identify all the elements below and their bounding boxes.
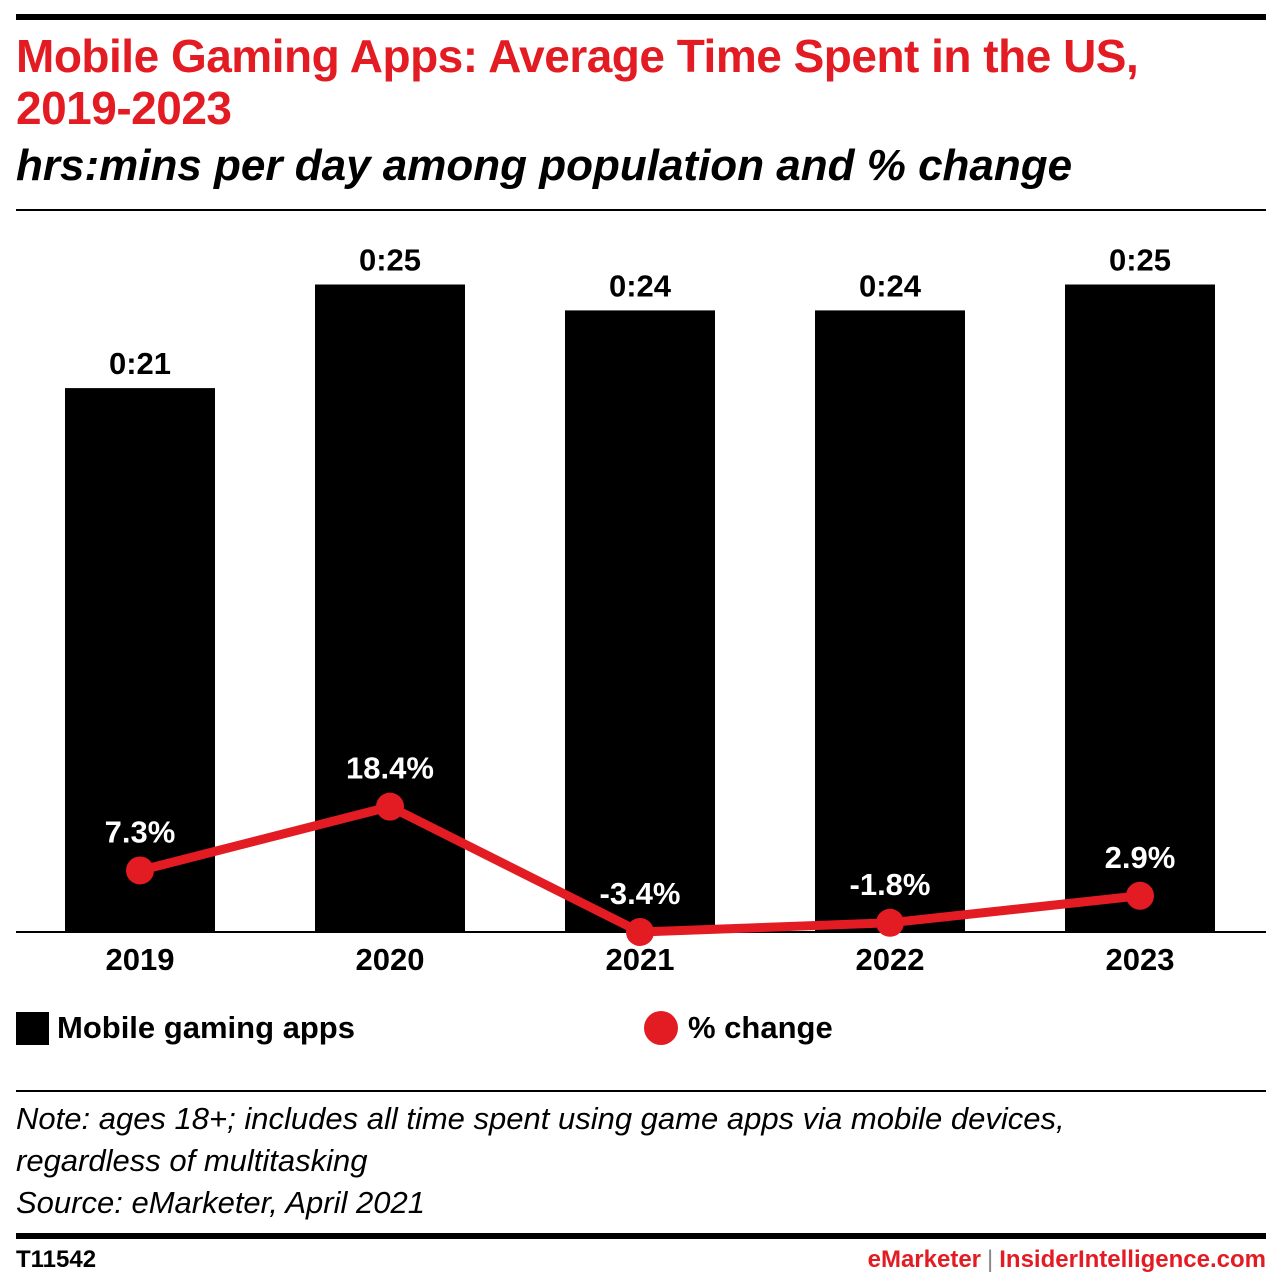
legend-bar-label: Mobile gaming apps (57, 1010, 355, 1045)
pct-point-2022 (876, 908, 904, 937)
source-line: Source: eMarketer, April 2021 (16, 1185, 425, 1220)
note-line-1: Note: ages 18+; includes all time spent … (16, 1101, 1065, 1136)
x-tick-label-2022: 2022 (856, 942, 925, 977)
pct-point-2021 (626, 918, 654, 946)
legend-item-bar: Mobile gaming apps (16, 1010, 355, 1046)
bottom-rule (16, 1233, 1266, 1239)
bar-value-label-2022: 0:24 (859, 268, 922, 303)
x-tick-label-2021: 2021 (606, 942, 675, 977)
pct-point-2019 (126, 856, 154, 885)
chart-title: Mobile Gaming Apps: Average Time Spent i… (16, 30, 1139, 134)
bar-2020 (315, 284, 465, 932)
legend-line-swatch (644, 1011, 678, 1045)
chart-area: 0:21 2019 0:25 2020 0:24 2021 0:24 2022 0:25 2023… (16, 243, 1266, 977)
legend-bar-swatch (16, 1011, 49, 1045)
brand-emarketer: eMarketer (867, 1246, 982, 1273)
legend-item-line: % change (644, 1010, 833, 1046)
pct-label-2020: 18.4% (346, 751, 434, 786)
pct-label-2021: -3.4% (600, 876, 681, 911)
brand-insider-intelligence: InsiderIntelligence.com (999, 1246, 1266, 1273)
bar-2023 (1065, 284, 1215, 932)
bar-value-label-2023: 0:25 (1109, 243, 1171, 278)
bar-2019 (65, 388, 215, 933)
x-tick-label-2020: 2020 (356, 942, 425, 977)
top-rule (16, 14, 1266, 20)
notes-rule (16, 1090, 1266, 1092)
pct-point-2020 (376, 792, 404, 821)
chart-id: T11542 (16, 1246, 97, 1273)
bar-value-label-2019: 0:21 (109, 346, 171, 381)
pct-label-2019: 7.3% (105, 814, 176, 849)
brand-separator: | (987, 1246, 994, 1273)
x-tick-label-2023: 2023 (1106, 942, 1175, 977)
legend-line-label: % change (688, 1010, 833, 1045)
pct-point-2023 (1126, 881, 1154, 910)
legend: Mobile gaming apps % change (16, 1010, 1266, 1056)
pct-label-2022: -1.8% (850, 867, 931, 902)
chart-subtitle: hrs:mins per day among population and % … (16, 141, 1073, 190)
bar-value-label-2020: 0:25 (359, 243, 421, 278)
bar-2022 (815, 310, 965, 932)
footer-brand: eMarketer | InsiderIntelligence.com (868, 1246, 1266, 1274)
subtitle-rule (16, 209, 1266, 211)
note-line-2: regardless of multitasking (16, 1143, 368, 1178)
bar-2021 (565, 310, 715, 932)
x-tick-label-2019: 2019 (106, 942, 175, 977)
bar-value-label-2021: 0:24 (609, 268, 672, 303)
notes: Note: ages 18+; includes all time spent … (16, 1098, 1266, 1224)
pct-label-2023: 2.9% (1105, 840, 1176, 875)
